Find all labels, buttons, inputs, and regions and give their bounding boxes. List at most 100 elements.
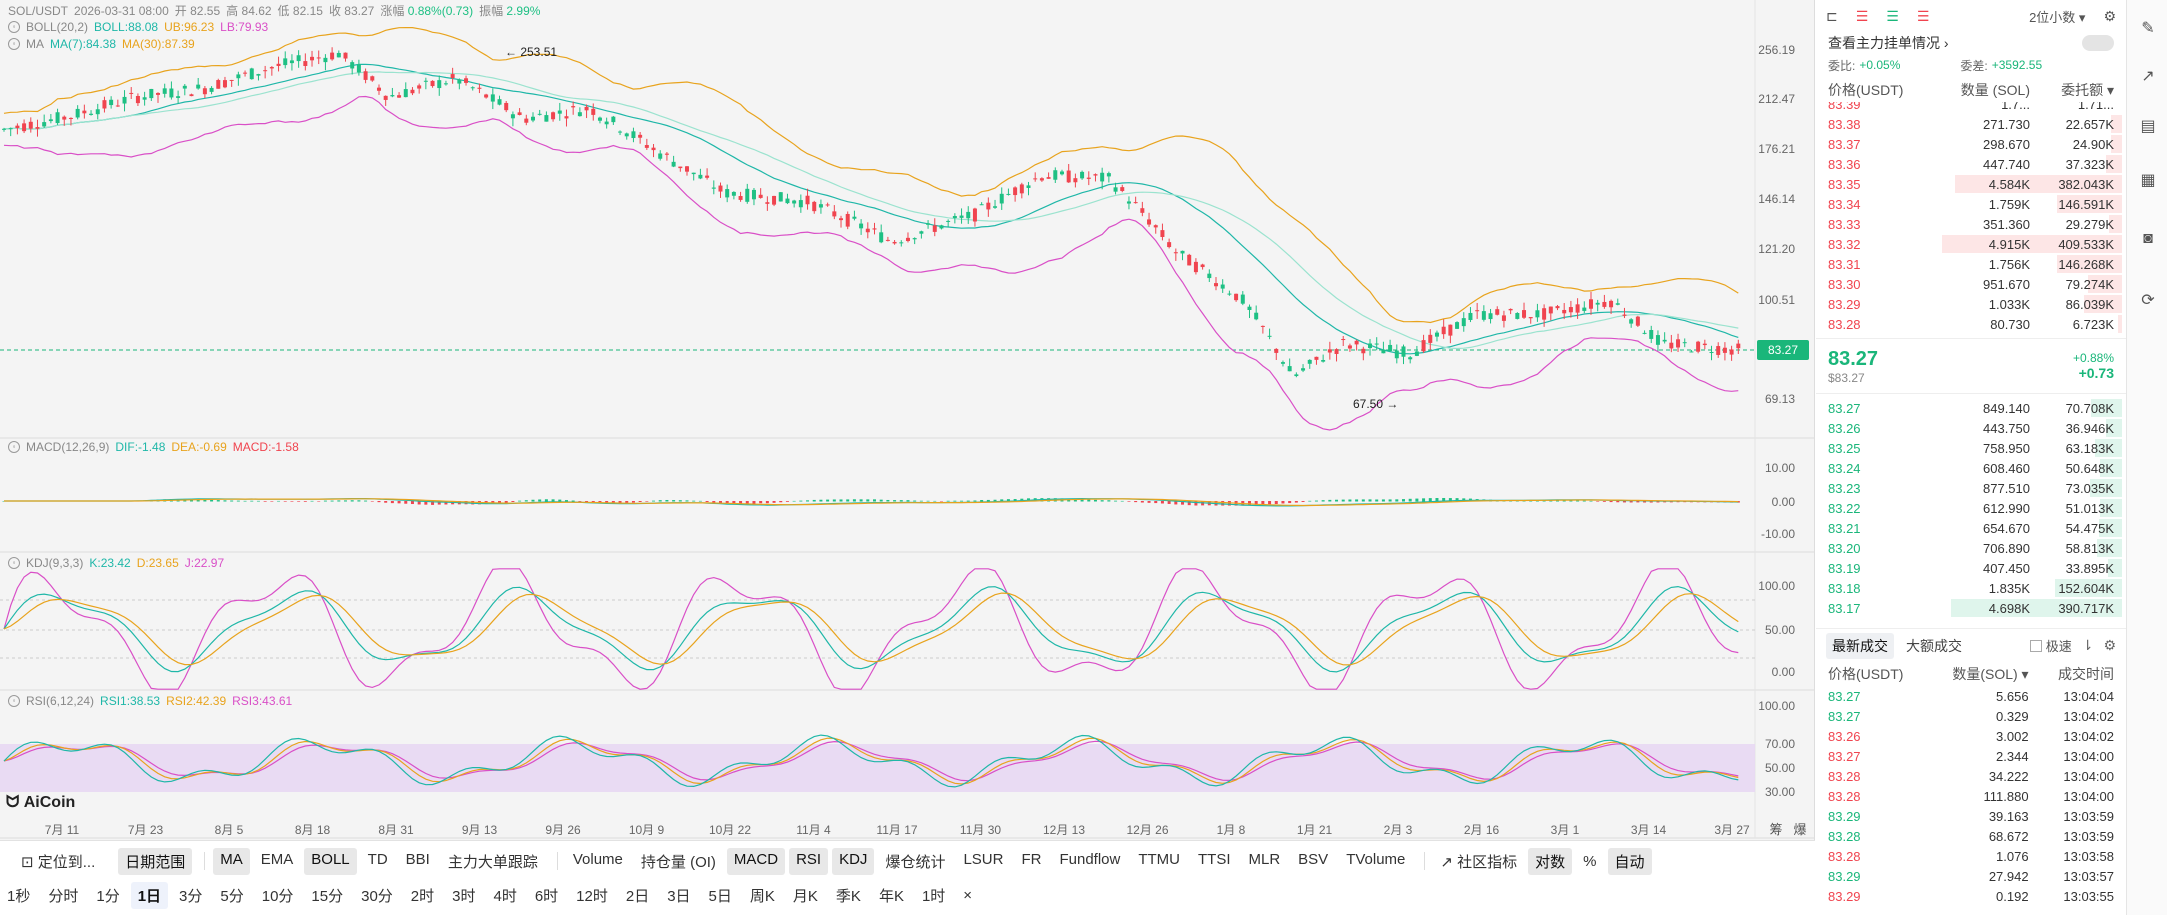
depth-view-icon[interactable]: ☰ <box>1916 7 1930 24</box>
big-orders-toggle[interactable] <box>2082 35 2114 51</box>
sub-indicator-button[interactable]: MLR <box>1248 850 1281 868</box>
rsi-name[interactable]: RSI(6,12,24) <box>26 694 95 708</box>
interval-button[interactable]: 2日 <box>625 887 650 905</box>
bid-row[interactable]: 83.21 654.670 54.475K <box>1816 518 2126 538</box>
col-total[interactable]: 委托额 ▾ <box>2061 82 2114 98</box>
bid-row[interactable]: 83.27 849.140 70.708K <box>1816 398 2126 418</box>
indicator-bbi-button[interactable]: BBI <box>405 850 430 868</box>
kline-chart-svg[interactable]: 256.19 212.47 176.21 146.14 121.20 100.51 69.1… <box>0 0 1815 840</box>
ask-row[interactable]: 83.32 4.915K 409.533K <box>1816 234 2126 254</box>
bid-row[interactable]: 83.26 443.750 36.946K <box>1816 418 2126 438</box>
kline-chart-area[interactable]: 256.19 212.47 176.21 146.14 121.20 100.51 69.1… <box>0 0 1815 840</box>
bid-row[interactable]: 83.19 407.450 33.895K <box>1816 558 2126 578</box>
asks-view-icon[interactable]: ☰ <box>1855 7 1869 24</box>
sub-indicator-button[interactable]: KDJ <box>832 847 875 875</box>
sub-indicator-button[interactable]: LSUR <box>963 850 1004 868</box>
community-indicator-button[interactable]: ↗ 社区指标 <box>1440 853 1518 871</box>
bid-row[interactable]: 83.17 4.698K 390.717K <box>1816 598 2126 618</box>
ask-row[interactable]: 83.28 80.730 6.723K <box>1816 314 2126 334</box>
eye-icon[interactable]: ◦ <box>8 557 20 569</box>
interval-button[interactable]: 季K <box>835 887 861 905</box>
sub-indicator-button[interactable]: FR <box>1021 850 1042 868</box>
ask-row[interactable]: 83.37 298.670 24.90K <box>1816 134 2126 154</box>
ask-row[interactable]: 83.29 1.033K 86.039K <box>1816 294 2126 314</box>
interval-button[interactable]: 10分 <box>261 887 294 905</box>
tab-large-trades[interactable]: 大额成交 <box>1906 637 1962 654</box>
indicator-boll-button[interactable]: BOLL <box>304 847 357 875</box>
sub-indicator-button[interactable]: RSI <box>789 847 829 875</box>
sub-indicator-button[interactable]: 持仓量 (OI) <box>640 853 716 871</box>
robot-icon[interactable]: ◙ <box>2143 230 2153 247</box>
trade-col-qty[interactable]: 数量(SOL) ▾ <box>1952 666 2029 682</box>
indicator-td-button[interactable]: TD <box>367 850 388 868</box>
macd-name[interactable]: MACD(12,26,9) <box>26 440 110 454</box>
edit-icon[interactable]: ✎ <box>2141 20 2155 37</box>
percent-scale-button[interactable]: % <box>1583 852 1597 870</box>
interval-button[interactable]: 周K <box>749 887 775 905</box>
ma-name[interactable]: MA <box>26 37 44 51</box>
big-orders-link[interactable]: 查看主力挂单情况 › <box>1828 35 1949 51</box>
interval-button[interactable]: 3日 <box>667 887 691 905</box>
tab-latest-trades[interactable]: 最新成交 <box>1826 632 1894 659</box>
interval-button[interactable]: 2时 <box>410 887 435 905</box>
interval-button[interactable]: 5分 <box>220 887 244 905</box>
sub-indicator-button[interactable]: 爆仓统计 <box>885 853 946 871</box>
locate-button[interactable]: ⊡ 定位到... <box>21 853 96 871</box>
interval-button[interactable]: 15分 <box>311 887 344 905</box>
sync-icon[interactable]: ⟳ <box>2141 292 2155 309</box>
eye-icon[interactable]: ◦ <box>8 21 20 33</box>
sub-indicator-button[interactable]: Fundflow <box>1059 850 1121 868</box>
ask-row[interactable]: 83.34 1.759K 146.591K <box>1816 194 2126 214</box>
eye-icon[interactable]: ◦ <box>8 38 20 50</box>
fast-mode[interactable]: 极速 <box>2029 636 2072 655</box>
interval-button[interactable]: 12时 <box>576 887 608 905</box>
log-scale-button[interactable]: 对数 <box>1528 847 1573 875</box>
filter-icon[interactable]: ⇂ <box>2081 637 2094 653</box>
ask-row[interactable]: 83.31 1.756K 146.268K <box>1816 254 2126 274</box>
interval-button[interactable]: 1分 <box>96 887 120 905</box>
interval-button[interactable]: 1秒 <box>7 887 31 905</box>
eye-icon[interactable]: ◦ <box>8 441 20 453</box>
boll-name[interactable]: BOLL(20,2) <box>26 20 89 34</box>
sub-indicator-button[interactable]: TTMU <box>1138 850 1180 868</box>
fast-mode-checkbox[interactable] <box>2029 639 2042 652</box>
sub-indicator-button[interactable]: MACD <box>726 847 786 875</box>
interval-button[interactable]: 分时 <box>48 887 79 905</box>
interval-button[interactable]: 3分 <box>179 887 203 905</box>
eye-icon[interactable]: ◦ <box>8 695 20 707</box>
date-range-button[interactable]: 日期范围 <box>118 847 193 875</box>
bids-view-icon[interactable]: ☰ <box>1886 7 1899 24</box>
settings-gear-icon[interactable]: ⚙ <box>2103 7 2116 24</box>
bid-row[interactable]: 83.25 758.950 63.183K <box>1816 438 2126 458</box>
calendar-icon[interactable]: ▦ <box>2140 172 2156 189</box>
interval-button[interactable]: 6时 <box>534 887 559 905</box>
indicator--button[interactable]: 主力大单跟踪 <box>447 853 538 871</box>
bid-row[interactable]: 83.20 706.890 58.813K <box>1816 538 2126 558</box>
indicator-ma-button[interactable]: MA <box>213 847 250 875</box>
both-sides-view-icon[interactable]: ⊏ <box>1826 7 1838 24</box>
ask-row[interactable]: 83.30 951.670 79.274K <box>1816 274 2126 294</box>
interval-button[interactable]: 5日 <box>708 887 732 905</box>
interval-button[interactable]: 1日 <box>130 881 169 909</box>
ask-row[interactable]: 83.38 271.730 22.657K <box>1816 114 2126 134</box>
close-icon[interactable]: × <box>963 886 973 904</box>
decimals-select[interactable]: 2位小数 ▾ <box>2029 9 2086 25</box>
bid-row[interactable]: 83.23 877.510 73.035K <box>1816 478 2126 498</box>
bid-row[interactable]: 83.22 612.990 51.013K <box>1816 498 2126 518</box>
sub-indicator-button[interactable]: TTSI <box>1198 850 1231 868</box>
sub-indicator-button[interactable]: TVolume <box>1346 850 1406 868</box>
bid-row[interactable]: 83.18 1.835K 152.604K <box>1816 578 2126 598</box>
bid-row[interactable]: 83.24 608.460 50.648K <box>1816 458 2126 478</box>
interval-button[interactable]: 年K <box>878 887 904 905</box>
interval-button[interactable]: 4时 <box>493 887 517 905</box>
ask-row[interactable]: 83.33 351.360 29.279K <box>1816 214 2126 234</box>
interval-button[interactable]: 1时 <box>921 887 946 905</box>
ask-row[interactable]: 83.36 447.740 37.323K <box>1816 154 2126 174</box>
auto-scale-button[interactable]: 自动 <box>1607 847 1652 875</box>
interval-button[interactable]: 月K <box>792 887 818 905</box>
interval-button[interactable]: 30分 <box>361 887 393 905</box>
ask-row[interactable]: 83.35 4.584K 382.043K <box>1816 174 2126 194</box>
interval-button[interactable]: 3时 <box>452 887 476 905</box>
trend-icon[interactable]: ↗ <box>2141 68 2155 85</box>
sub-indicator-button[interactable]: BSV <box>1298 850 1329 868</box>
